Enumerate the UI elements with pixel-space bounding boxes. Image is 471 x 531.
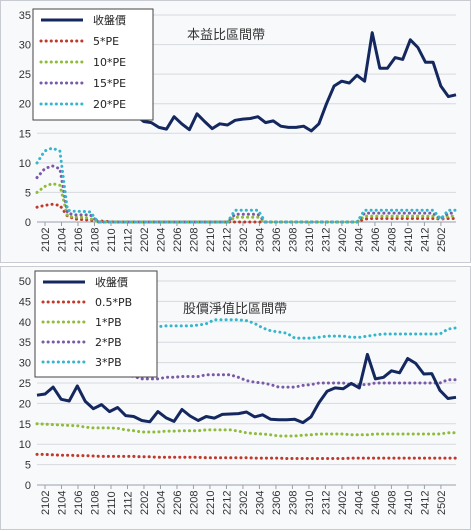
y-tick-label: 25 xyxy=(19,378,31,390)
legend-label-4: 20*PE xyxy=(93,98,126,111)
x-tick-label: 2310 xyxy=(304,491,316,515)
x-tick-label: 2204 xyxy=(155,491,167,515)
x-tick-label: 2502 xyxy=(436,228,448,252)
series-line-2 xyxy=(35,182,458,224)
x-tick-label: 2210 xyxy=(205,491,217,515)
legend-label-1: 5*PE xyxy=(93,35,119,48)
series-line-3 xyxy=(35,164,458,224)
y-tick-label: 30 xyxy=(19,40,31,52)
x-tick-label: 2212 xyxy=(221,491,233,515)
x-tick-label: 2104 xyxy=(56,491,68,515)
y-tick-label: 15 xyxy=(19,128,31,140)
x-tick-label: 2106 xyxy=(73,228,85,252)
x-tick-label: 2302 xyxy=(238,491,250,515)
x-tick-label: 2408 xyxy=(386,491,398,515)
y-tick-label: 50 xyxy=(19,276,31,288)
x-tick-label: 2312 xyxy=(320,491,332,515)
series-line-0 xyxy=(36,352,457,425)
x-tick-label: 2104 xyxy=(56,228,68,252)
x-tick-label: 2308 xyxy=(287,491,299,515)
y-tick-label: 10 xyxy=(19,158,31,170)
x-tick-label: 2412 xyxy=(419,228,431,252)
chart-title: 本益比區間帶 xyxy=(187,28,265,43)
legend-label-3: 2*PB xyxy=(95,336,122,349)
x-tick-label: 2202 xyxy=(139,228,151,252)
x-tick-label: 2402 xyxy=(337,228,349,252)
y-tick-label: 15 xyxy=(19,419,31,431)
x-tick-label: 2208 xyxy=(188,491,200,515)
legend-box xyxy=(34,270,158,378)
y-tick-label: 35 xyxy=(19,337,31,349)
x-tick-label: 2402 xyxy=(337,491,349,515)
pb-band-chart-panel: 0 5 10 15 20 25 30 35 40 45 50 2102 2104 2106 2108 2110… xyxy=(0,266,471,530)
x-tick-label: 2208 xyxy=(188,228,200,252)
x-tick-label: 2302 xyxy=(238,228,250,252)
y-tick-label: 5 xyxy=(25,460,31,472)
pe-band-chart-panel: 0 5 10 15 20 25 30 35 2102 2104 2106 2108 2110 2112 22… xyxy=(0,0,471,263)
legend-label-2: 1*PB xyxy=(95,316,122,329)
pe-band-chart: 0 5 10 15 20 25 30 35 2102 2104 2106 2108 2110 2112 22… xyxy=(19,8,458,252)
y-tick-label: 0 xyxy=(25,217,31,229)
y-tick-label: 25 xyxy=(19,69,31,81)
x-tick-label: 2410 xyxy=(403,491,415,515)
x-tick-label: 2310 xyxy=(304,228,316,252)
x-tick-label: 2106 xyxy=(73,491,85,515)
y-tick-label: 30 xyxy=(19,358,31,370)
x-tick-label: 2108 xyxy=(89,228,101,252)
y-tick-label: 0 xyxy=(25,480,31,492)
series-line-4 xyxy=(35,146,458,224)
x-tick-label: 2308 xyxy=(287,228,299,252)
x-tick-label: 2406 xyxy=(370,228,382,252)
x-tick-label: 2502 xyxy=(436,491,448,515)
x-tick-label: 2110 xyxy=(106,228,118,252)
x-tick-label: 2404 xyxy=(353,228,365,252)
x-tick-label: 2404 xyxy=(353,491,365,515)
y-tick-label: 5 xyxy=(25,187,31,199)
chart-title: 股價淨值比區間帶 xyxy=(183,301,287,317)
legend-label-0: 收盤價 xyxy=(93,13,126,27)
legend-label-3: 15*PE xyxy=(93,77,126,90)
x-tick-label: 2306 xyxy=(271,228,283,252)
legend-box xyxy=(32,8,154,121)
y-tick-label: 20 xyxy=(19,99,31,111)
x-tick-label: 2304 xyxy=(254,491,266,515)
y-tick-label: 35 xyxy=(19,10,31,22)
legend-label-0: 收盤價 xyxy=(95,275,128,289)
x-tick-label: 2410 xyxy=(403,228,415,252)
legend-label-2: 10*PE xyxy=(93,56,126,69)
series-line-2 xyxy=(35,422,458,438)
x-tick-label: 2412 xyxy=(419,491,431,515)
legend-label-1: 0.5*PB xyxy=(95,296,132,309)
legend-label-4: 3*PB xyxy=(95,356,122,369)
y-tick-label: 10 xyxy=(19,439,31,451)
y-tick-label: 40 xyxy=(19,317,31,329)
x-tick-label: 2110 xyxy=(106,491,118,515)
y-tick-label: 45 xyxy=(19,296,31,308)
x-tick-label: 2102 xyxy=(40,228,52,252)
series-line-1 xyxy=(35,452,458,460)
x-tick-label: 2102 xyxy=(40,491,52,515)
x-tick-label: 2212 xyxy=(221,228,233,252)
x-tick-label: 2108 xyxy=(89,491,101,515)
x-tick-label: 2204 xyxy=(155,228,167,252)
y-tick-label: 20 xyxy=(19,398,31,410)
x-tick-label: 2408 xyxy=(386,228,398,252)
x-tick-label: 2206 xyxy=(172,491,184,515)
pb-band-chart: 0 5 10 15 20 25 30 35 40 45 50 2102 2104 2106 2108 2110… xyxy=(19,270,458,515)
x-tick-label: 2112 xyxy=(122,228,134,252)
x-tick-label: 2406 xyxy=(370,491,382,515)
x-tick-label: 2202 xyxy=(139,491,151,515)
x-tick-label: 2112 xyxy=(122,491,134,515)
x-tick-label: 2304 xyxy=(254,228,266,252)
x-tick-label: 2206 xyxy=(172,228,184,252)
x-tick-label: 2312 xyxy=(320,228,332,252)
x-tick-label: 2210 xyxy=(205,228,217,252)
x-tick-label: 2306 xyxy=(271,491,283,515)
